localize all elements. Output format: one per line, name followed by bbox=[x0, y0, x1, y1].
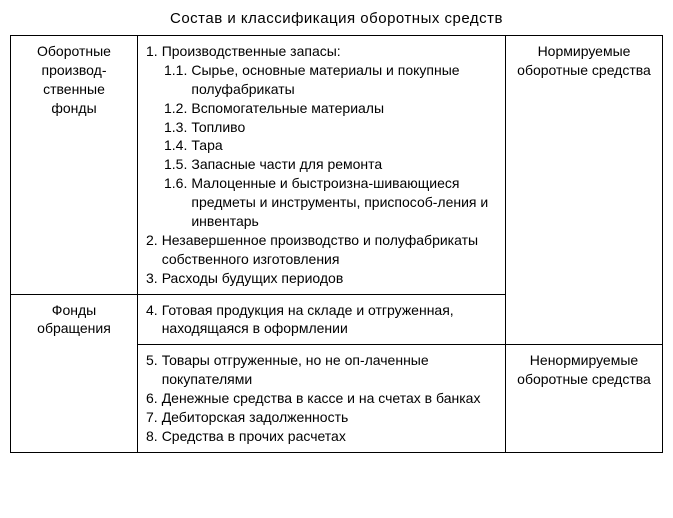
item-number: 7. bbox=[146, 408, 162, 427]
list-item: 6. Денежные средства в кассе и на счетах… bbox=[146, 389, 497, 408]
item-number: 1.6. bbox=[164, 174, 191, 231]
item-number: 4. bbox=[146, 301, 162, 339]
item-text: Дебиторская задолженность bbox=[162, 408, 497, 427]
item-text: Вспомогательные материалы bbox=[191, 99, 497, 118]
item-text: Запасные части для ремонта bbox=[191, 155, 497, 174]
list-item: 1.5. Запасные части для ремонта bbox=[146, 155, 497, 174]
item-number: 1.5. bbox=[164, 155, 191, 174]
list-item: 7. Дебиторская задолженность bbox=[146, 408, 497, 427]
cell-right-top: Нормируемые оборотные средства bbox=[506, 36, 663, 345]
item-number: 3. bbox=[146, 269, 162, 288]
item-text: Денежные средства в кассе и на счетах в … bbox=[162, 389, 497, 408]
cell-mid-3: 5. Товары отгруженные, но не оп-лаченные… bbox=[138, 345, 506, 452]
list-item: 1. Производственные запасы: bbox=[146, 42, 497, 61]
list-item: 4. Готовая продукция на складе и отгруже… bbox=[146, 301, 497, 339]
list-item: 1.1. Сырье, основные материалы и покупны… bbox=[146, 61, 497, 99]
list-item: 3. Расходы будущих периодов bbox=[146, 269, 497, 288]
cell-left-top: Оборотные производ-ственные фонды bbox=[11, 36, 138, 295]
item-text: Топливо bbox=[191, 118, 497, 137]
cell-right-bottom: Ненормируемые оборотные средства bbox=[506, 345, 663, 452]
item-text: Производственные запасы: bbox=[162, 42, 497, 61]
item-number: 8. bbox=[146, 427, 162, 446]
list-item: 2. Незавершенное производство и полуфабр… bbox=[146, 231, 497, 269]
item-number: 1.3. bbox=[164, 118, 191, 137]
item-text: Тара bbox=[191, 136, 497, 155]
item-number: 6. bbox=[146, 389, 162, 408]
classification-table: Оборотные производ-ственные фонды 1. Про… bbox=[10, 35, 663, 453]
item-text: Расходы будущих периодов bbox=[162, 269, 497, 288]
list-item: 1.2. Вспомогательные материалы bbox=[146, 99, 497, 118]
item-text: Товары отгруженные, но не оп-лаченные по… bbox=[162, 351, 497, 389]
list-item: 8. Средства в прочих расчетах bbox=[146, 427, 497, 446]
item-number: 5. bbox=[146, 351, 162, 389]
item-text: Средства в прочих расчетах bbox=[162, 427, 497, 446]
item-text: Готовая продукция на складе и отгруженна… bbox=[162, 301, 497, 339]
item-text: Малоценные и быстроизна-шивающиеся предм… bbox=[191, 174, 497, 231]
item-text: Незавершенное производство и полуфабрика… bbox=[162, 231, 497, 269]
cell-mid-1: 1. Производственные запасы: 1.1. Сырье, … bbox=[138, 36, 506, 295]
item-number: 1.1. bbox=[164, 61, 191, 99]
item-number: 1.4. bbox=[164, 136, 191, 155]
list-item: 1.4. Тара bbox=[146, 136, 497, 155]
item-text: Сырье, основные материалы и покупные пол… bbox=[191, 61, 497, 99]
table-row: Оборотные производ-ственные фонды 1. Про… bbox=[11, 36, 663, 295]
list-item: 1.3. Топливо bbox=[146, 118, 497, 137]
page: Состав и классификация оборотных средств… bbox=[10, 10, 663, 453]
item-number: 1. bbox=[146, 42, 162, 61]
list-item: 5. Товары отгруженные, но не оп-лаченные… bbox=[146, 351, 497, 389]
table-title: Состав и классификация оборотных средств bbox=[10, 10, 663, 27]
item-number: 2. bbox=[146, 231, 162, 269]
cell-left-bottom: Фонды обращения bbox=[11, 294, 138, 452]
item-number: 1.2. bbox=[164, 99, 191, 118]
list-item: 1.6. Малоценные и быстроизна-шивающиеся … bbox=[146, 174, 497, 231]
cell-mid-2: 4. Готовая продукция на складе и отгруже… bbox=[138, 294, 506, 345]
